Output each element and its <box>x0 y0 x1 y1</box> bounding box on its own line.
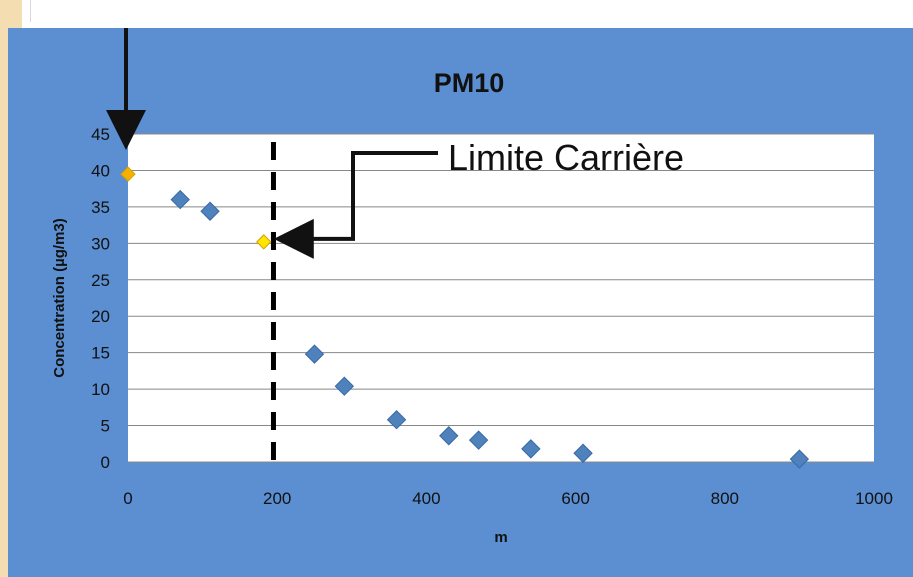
data-point <box>521 439 541 459</box>
y-tick-label: 10 <box>91 380 110 399</box>
y-tick-label: 0 <box>101 453 110 472</box>
chart-svg: PM10 0 5 10 15 20 25 30 35 40 45 0 200 400 600 800 100… <box>51 28 893 546</box>
data-point <box>170 189 190 210</box>
chart-panel: PM10 0 5 10 15 20 25 30 35 40 45 0 200 400 600 800 100… <box>8 28 913 577</box>
x-tick-label: 800 <box>711 489 739 508</box>
y-tick-label: 20 <box>91 307 110 326</box>
gridlines <box>128 133 874 463</box>
chart-title: PM10 <box>434 68 505 98</box>
data-point <box>789 449 810 469</box>
data-point <box>304 344 325 364</box>
x-tick-label: 400 <box>412 489 440 508</box>
y-tick-label: 15 <box>91 344 110 363</box>
y-tick-label: 25 <box>91 271 110 290</box>
y-tick-label: 30 <box>91 234 110 253</box>
limit-data-point <box>256 234 272 250</box>
divider-line <box>30 0 31 22</box>
source-data-point <box>120 166 136 182</box>
limit-annotation: Limite Carrière <box>448 137 684 178</box>
y-tick-label: 40 <box>91 161 110 180</box>
data-point <box>386 410 407 430</box>
data-point <box>334 376 355 396</box>
x-tick-label: 0 <box>123 489 132 508</box>
data-point <box>573 443 593 463</box>
y-tick-label: 35 <box>91 198 110 217</box>
data-point <box>439 426 459 446</box>
x-tick-label: 200 <box>263 489 291 508</box>
y-tick-label: 5 <box>101 417 110 436</box>
y-tick-label: 45 <box>91 125 110 144</box>
x-tick-labels: 0 200 400 600 800 1000 <box>123 489 893 508</box>
x-tick-label: 1000 <box>855 489 893 508</box>
y-axis-label: Concentration (µg/m3) <box>51 218 68 377</box>
data-point <box>200 201 220 221</box>
plot-area <box>128 134 874 462</box>
x-axis-label: m <box>494 529 507 546</box>
y-tick-labels: 0 5 10 15 20 25 30 35 40 45 <box>91 125 110 472</box>
annotation-arrow <box>273 151 438 259</box>
data-point <box>468 430 489 450</box>
x-tick-label: 600 <box>561 489 589 508</box>
data-points <box>120 166 810 469</box>
